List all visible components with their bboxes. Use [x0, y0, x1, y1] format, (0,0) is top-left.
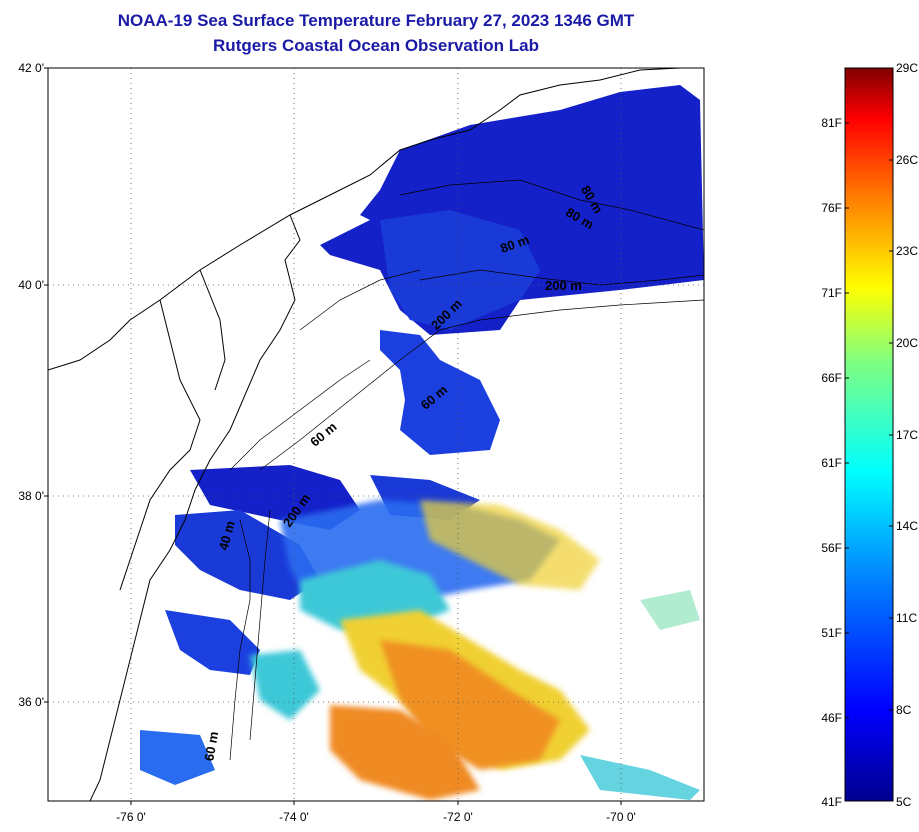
isobath-200m-south [249, 509, 271, 741]
colorbar-f-label: 76F [821, 201, 842, 215]
cold-water-hudson [380, 210, 540, 330]
isobath-60m-south [229, 359, 371, 471]
isobath-60m-mid [299, 269, 421, 331]
colorbar-c-label: 29C [896, 61, 919, 75]
colorbar-f-label: 61F [821, 456, 842, 470]
lon-label: -70 0' [606, 810, 636, 824]
cool-water-hatteras [140, 730, 215, 785]
map-subtitle: Rutgers Coastal Ocean Observation Lab [213, 36, 539, 55]
colorbar-c-label: 23C [896, 244, 919, 258]
cold-water-chesapeake [175, 510, 320, 600]
colorbar-f-label: 41F [821, 795, 842, 809]
map-frame [47, 67, 705, 802]
coastline-southeast [89, 214, 301, 801]
graticule [48, 68, 704, 801]
colorbar [844, 67, 894, 802]
colorbar-f-label: 71F [821, 286, 842, 300]
colorbar-c-label: 8C [896, 703, 912, 717]
colorbar-c-label: 5C [896, 795, 912, 809]
colorbar-c-label: 14C [896, 519, 919, 533]
colorbar-f-label: 81F [821, 116, 842, 130]
lon-label: -72 0' [443, 810, 473, 824]
colorbar-f-label: 51F [821, 626, 842, 640]
warm-filament [420, 500, 600, 590]
lon-label: -76 0' [116, 810, 146, 824]
colorbar-c-label: 11C [896, 611, 918, 625]
offshore-patch [640, 590, 700, 630]
lat-label: 42 0' [18, 61, 44, 75]
contour-label: 60 m [201, 730, 221, 762]
colorbar-c-label: 26C [896, 153, 919, 167]
cold-water-south [165, 610, 260, 675]
nearshore-mix [250, 650, 320, 720]
contour-label: 40 m [216, 519, 238, 552]
colorbar-ticks [845, 122, 893, 719]
colorbar-c-label: 17C [896, 428, 919, 442]
sst-field: 80 m 80 m 80 m 200 m 200 m 60 m 60 m 200… [48, 68, 704, 801]
axis-ticks [44, 67, 622, 805]
lon-label: -74 0' [279, 810, 309, 824]
isobath-80m-north [399, 179, 704, 231]
gulf-stream-core [380, 640, 560, 770]
contour-label: 200 m [545, 278, 582, 293]
colorbar-f-label: 56F [821, 541, 842, 555]
colorbar-f-label: 46F [821, 711, 842, 725]
gulf-stream-south [330, 705, 480, 800]
isobath-200m-north [419, 269, 704, 286]
lat-label: 38 0' [18, 489, 44, 503]
lat-label: 40 0' [18, 278, 44, 292]
isobath-200m-mid [259, 299, 704, 471]
isobath-40m-south [229, 519, 251, 761]
colorbar-c-label: 20C [896, 336, 919, 350]
chesapeake-bay-outline [119, 299, 201, 591]
coastline-north [48, 68, 681, 371]
southeast-cool [580, 755, 700, 800]
cold-water-midshelf [380, 330, 500, 455]
colorbar-f-label: 66F [821, 371, 842, 385]
map-title: NOAA-19 Sea Surface Temperature February… [117, 11, 635, 30]
delaware-bay-outline [199, 269, 226, 391]
lat-label: 36 0' [18, 695, 44, 709]
